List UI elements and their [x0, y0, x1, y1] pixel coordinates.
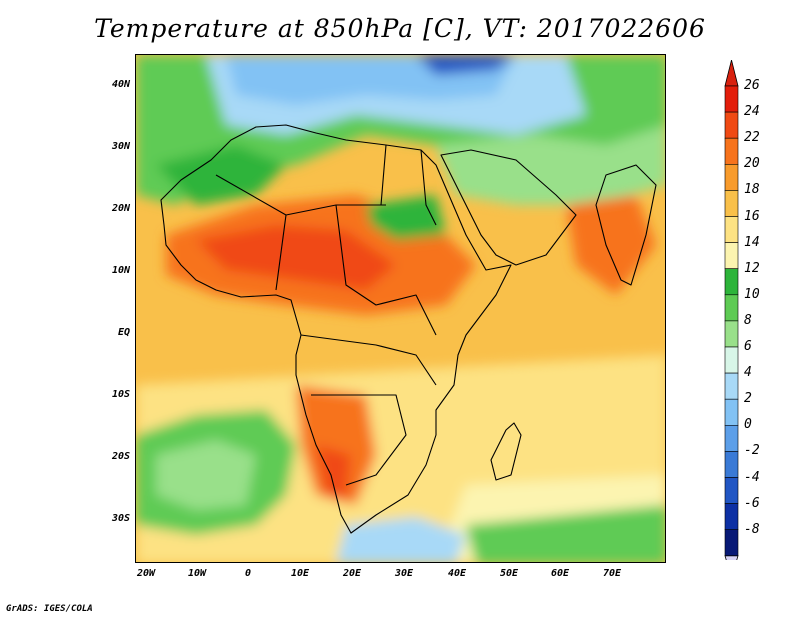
boundaries [160, 124, 657, 534]
colorbar-box-6 [724, 242, 739, 270]
lon-label-70e: 70E [602, 568, 622, 579]
field-red-namibia [316, 445, 351, 500]
madagascar [490, 422, 522, 481]
colorbar-box-3 [724, 164, 739, 191]
colorbar-label: 4 [744, 365, 752, 381]
lon-label-30e: 30E [394, 568, 414, 579]
border-line-3 [335, 204, 437, 336]
lon-label-10w: 10W [187, 568, 207, 579]
colorbar-box-5 [724, 216, 739, 243]
border-line-1 [215, 174, 386, 216]
lat-label-30s: 30S [111, 513, 130, 524]
field-orange-india [566, 195, 656, 295]
border-line-7 [420, 149, 437, 226]
chart-title: Temperature at 850hPa [C], VT: 201702260… [94, 14, 706, 43]
colorbar-label: 0 [744, 417, 752, 433]
lon-label-0: 0 [244, 568, 252, 579]
border-line-2 [275, 214, 287, 291]
lat-label-20n: 20N [111, 203, 130, 214]
colorbar-label: 18 [744, 182, 760, 198]
colorbar-label: 26 [744, 78, 760, 93]
lon-label-60e: 60E [550, 568, 570, 579]
colorbar-label: 12 [744, 260, 760, 276]
africa-coastline [160, 124, 512, 534]
map-canvas [136, 55, 665, 562]
colorbar-box-2 [724, 137, 739, 165]
colorbar-label: 6 [744, 339, 752, 354]
colorbar-label: 14 [744, 234, 760, 250]
colorbar-box-16 [724, 503, 739, 531]
colorbar-label: 2 [744, 391, 752, 407]
colorbar [724, 60, 739, 560]
colorbar-box-11 [724, 372, 739, 400]
lon-label-40e: 40E [447, 568, 467, 579]
colorbar-box-4 [724, 190, 739, 217]
colorbar-box-15 [724, 477, 739, 504]
border-line-5 [311, 394, 407, 486]
colorbar-box-17 [724, 529, 739, 557]
temperature-map [135, 54, 666, 563]
field-green-se [466, 505, 665, 562]
colorbar-box-8 [724, 294, 739, 322]
colorbar-box-14 [724, 451, 739, 478]
lat-label-eq: EQ [117, 327, 130, 338]
colorbar-label: -6 [744, 495, 760, 511]
lon-label-20e: 20E [342, 568, 362, 579]
lat-label-10s: 10S [111, 389, 130, 400]
colorbar-box-13 [724, 424, 739, 452]
colorbar-label: 16 [744, 208, 760, 224]
lat-label-30n: 30N [111, 141, 130, 152]
border-line-4 [300, 334, 437, 386]
colorbar-box-0 [724, 85, 739, 113]
colorbar-label: 20 [744, 156, 760, 172]
india-coastline [595, 164, 657, 286]
colorbar-box-1 [724, 111, 739, 139]
colorbar-label: -8 [744, 521, 760, 537]
field-green-atlas [156, 145, 286, 205]
field-red-sahel [196, 225, 396, 290]
lon-label-50e: 50E [499, 568, 519, 579]
colorbar-box-10 [724, 346, 739, 374]
temperature-field [136, 55, 665, 562]
colorbar-bottom-arrow [724, 555, 739, 560]
field-green-sw-light [156, 440, 256, 510]
field-green-sahara [366, 195, 446, 240]
colorbar-top-arrow [724, 60, 739, 87]
lat-label-20s: 20S [111, 451, 130, 462]
colorbar-label: 10 [744, 286, 760, 302]
arabia-coastline [440, 149, 577, 266]
lat-label-10n: 10N [111, 265, 130, 276]
colorbar-label: 22 [744, 130, 760, 146]
colorbar-label: -2 [744, 443, 760, 459]
credit-text: GrADS: IGES/COLA [6, 604, 93, 614]
field-orange-namibia [296, 385, 376, 505]
colorbar-label: 8 [744, 312, 752, 328]
colorbar-label: -4 [744, 469, 760, 485]
colorbar-box-7 [724, 268, 739, 296]
colorbar-boxes [724, 60, 739, 560]
field-blue-south [336, 517, 466, 562]
lon-label-10e: 10E [290, 568, 310, 579]
colorbar-box-9 [724, 320, 739, 348]
lon-label-20w: 20W [136, 568, 156, 579]
border-line-6 [380, 144, 387, 206]
colorbar-label: 24 [744, 104, 760, 120]
lat-label-40n: 40N [111, 79, 130, 90]
colorbar-box-12 [724, 398, 739, 426]
field-arabia-green [436, 125, 665, 205]
field-deep-north [416, 55, 516, 75]
